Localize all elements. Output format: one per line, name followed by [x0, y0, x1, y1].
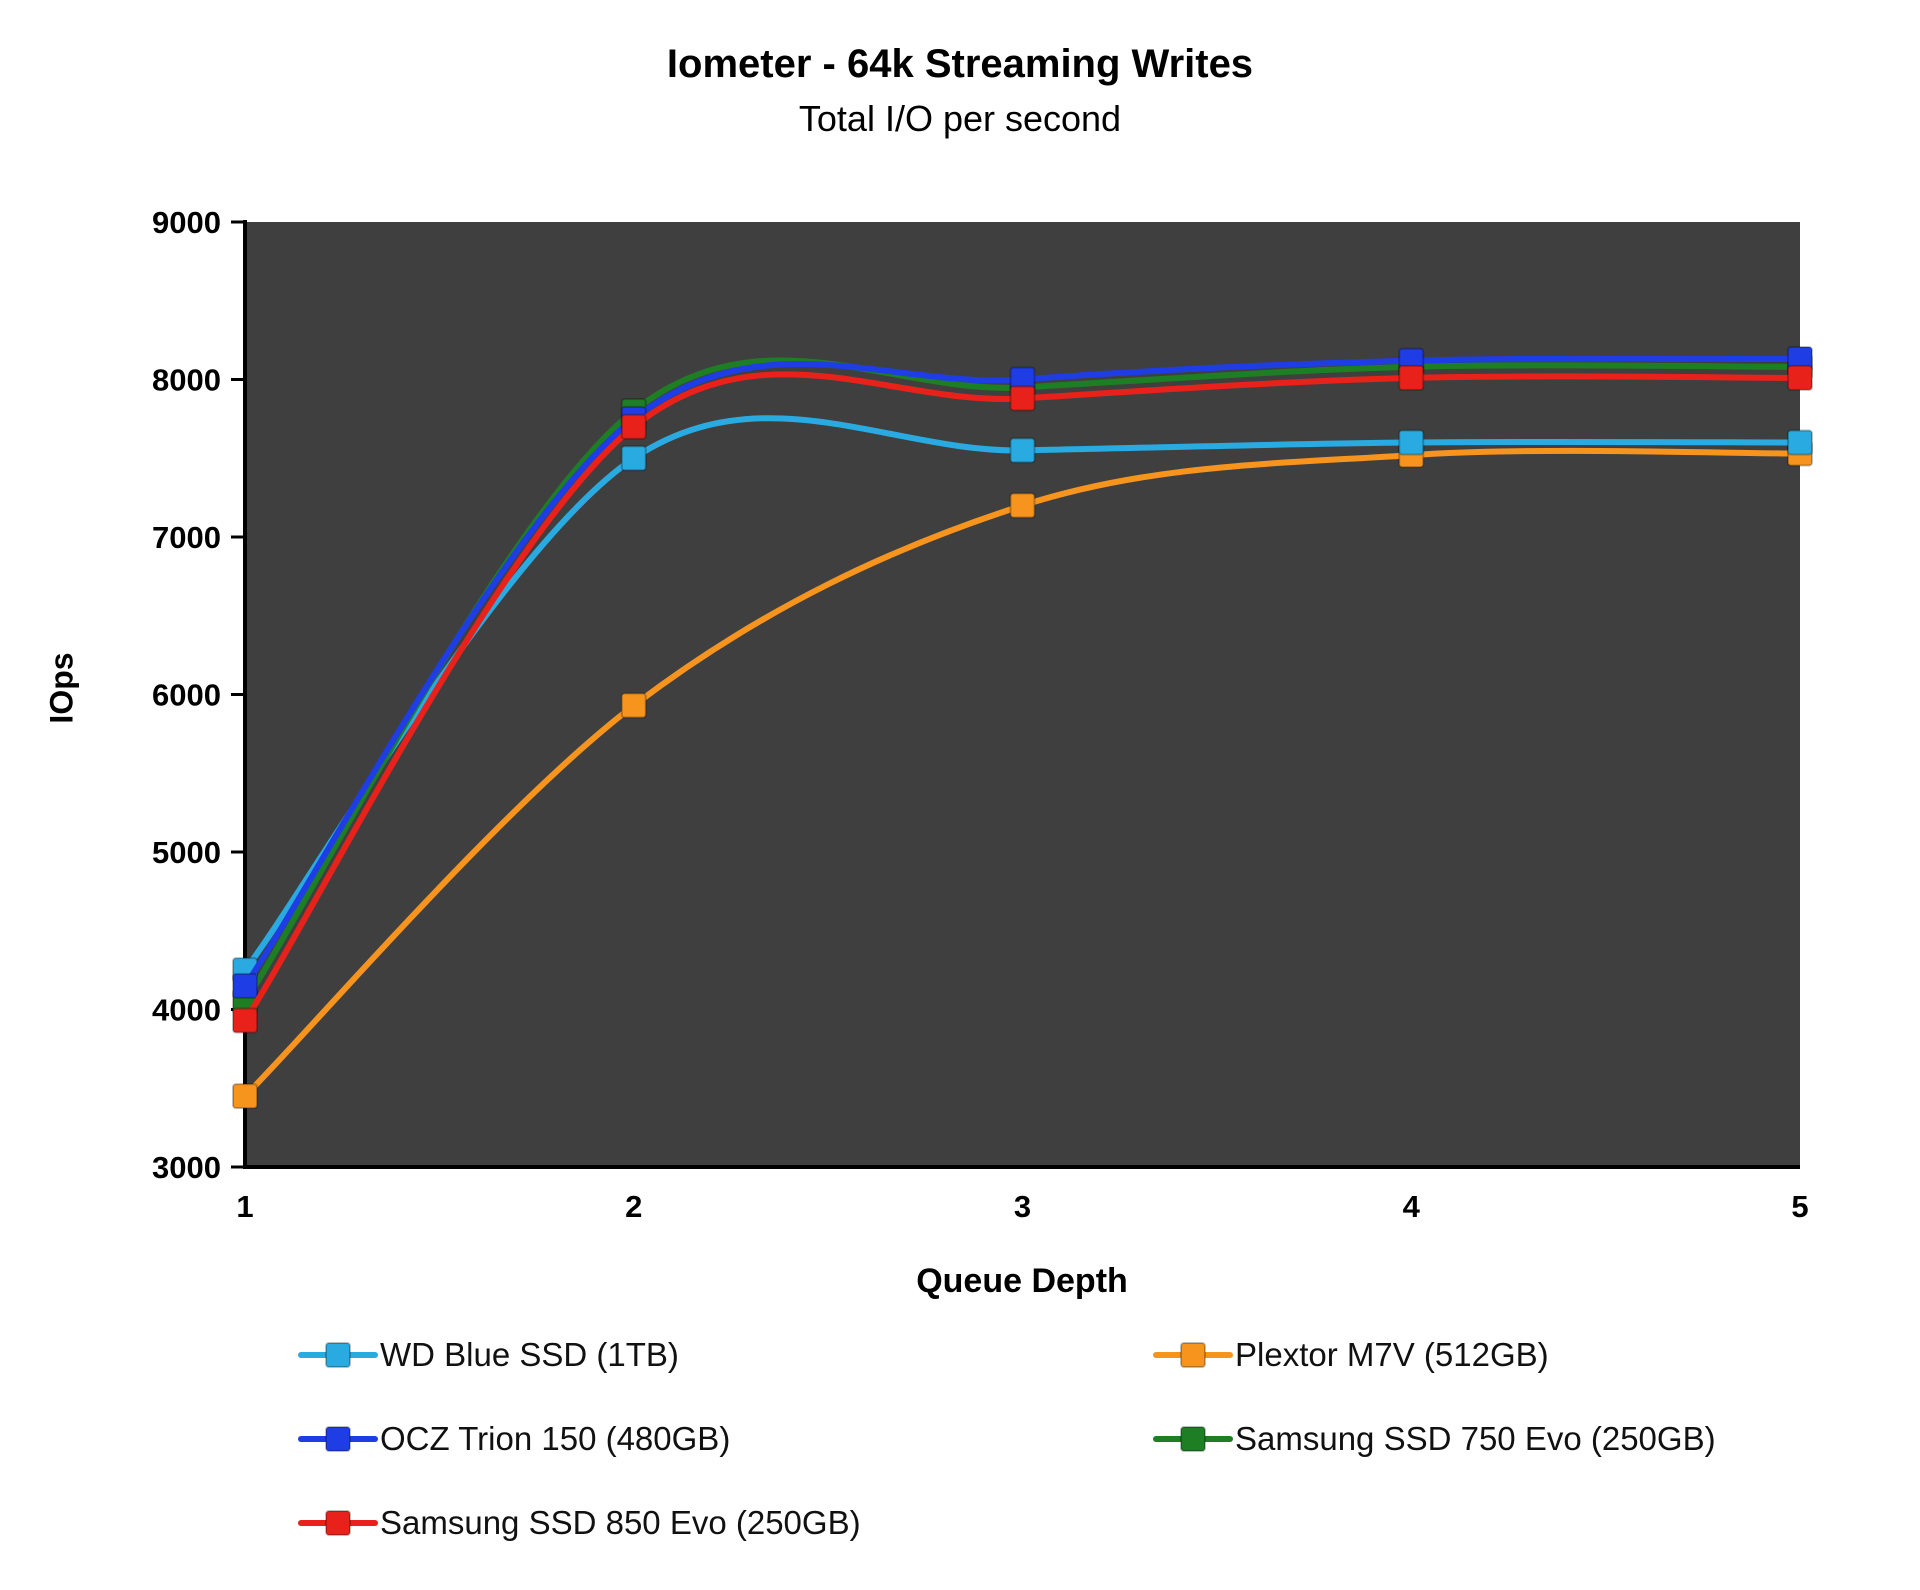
- x-tick-label: 4: [1403, 1189, 1421, 1224]
- legend-item: WD Blue SSD (1TB): [298, 1336, 1153, 1374]
- legend-label: Samsung SSD 850 Evo (250GB): [380, 1504, 861, 1541]
- data-point-marker: [1398, 364, 1425, 391]
- x-tick-label: 3: [1014, 1189, 1031, 1224]
- x-axis-title: Queue Depth: [916, 1262, 1128, 1300]
- legend-label: WD Blue SSD (1TB): [380, 1336, 679, 1373]
- legend: WD Blue SSD (1TB) Plextor M7V (512GB) OCZ …: [298, 1336, 1716, 1542]
- legend-swatch-icon: [298, 1426, 378, 1452]
- data-point-marker: [620, 692, 647, 719]
- legend-swatch-icon: [1153, 1426, 1233, 1452]
- data-point-marker: [1009, 385, 1036, 412]
- series-line: [242, 371, 1803, 1024]
- data-point-marker: [1009, 492, 1036, 519]
- legend-label: Plextor M7V (512GB): [1235, 1336, 1549, 1373]
- y-axis-title: IOps: [43, 652, 80, 724]
- data-point-marker: [232, 1083, 258, 1110]
- y-tick-label: 4000: [152, 993, 221, 1028]
- legend-item: Plextor M7V (512GB): [1153, 1336, 1716, 1374]
- x-tick-label: 2: [625, 1189, 642, 1224]
- legend-item: Samsung SSD 750 Evo (250GB): [1153, 1420, 1716, 1458]
- data-point-marker: [620, 413, 647, 440]
- data-point-marker: [232, 1007, 258, 1034]
- series-line: [242, 355, 1803, 989]
- y-tick-label: 8000: [152, 363, 221, 398]
- data-point-marker: [620, 445, 647, 472]
- data-point-marker: [1787, 364, 1813, 391]
- legend-item: OCZ Trion 150 (480GB): [298, 1420, 1153, 1458]
- y-tick-label: 7000: [152, 520, 221, 555]
- chart-subtitle: Total I/O per second: [798, 98, 1122, 139]
- data-point-marker: [232, 972, 258, 999]
- y-tick-label: 5000: [152, 835, 221, 870]
- data-point-marker: [1787, 429, 1813, 456]
- x-tick-label: 5: [1791, 1189, 1808, 1224]
- legend-item: Samsung SSD 850 Evo (250GB): [298, 1504, 1153, 1542]
- legend-swatch-icon: [298, 1510, 378, 1536]
- legend-label: Samsung SSD 750 Evo (250GB): [1235, 1420, 1716, 1457]
- series-line: [242, 447, 1803, 1100]
- x-tick-label: 1: [236, 1189, 253, 1224]
- y-tick-label: 9000: [152, 205, 221, 240]
- y-tick-label: 6000: [152, 678, 221, 713]
- chart-title: Iometer - 64k Streaming Writes: [666, 42, 1254, 86]
- data-point-marker: [1398, 429, 1425, 456]
- legend-swatch-icon: [298, 1342, 378, 1368]
- legend-swatch-icon: [1153, 1342, 1233, 1368]
- y-tick-label: 3000: [152, 1150, 221, 1185]
- data-point-marker: [1009, 437, 1036, 464]
- legend-label: OCZ Trion 150 (480GB): [380, 1420, 731, 1457]
